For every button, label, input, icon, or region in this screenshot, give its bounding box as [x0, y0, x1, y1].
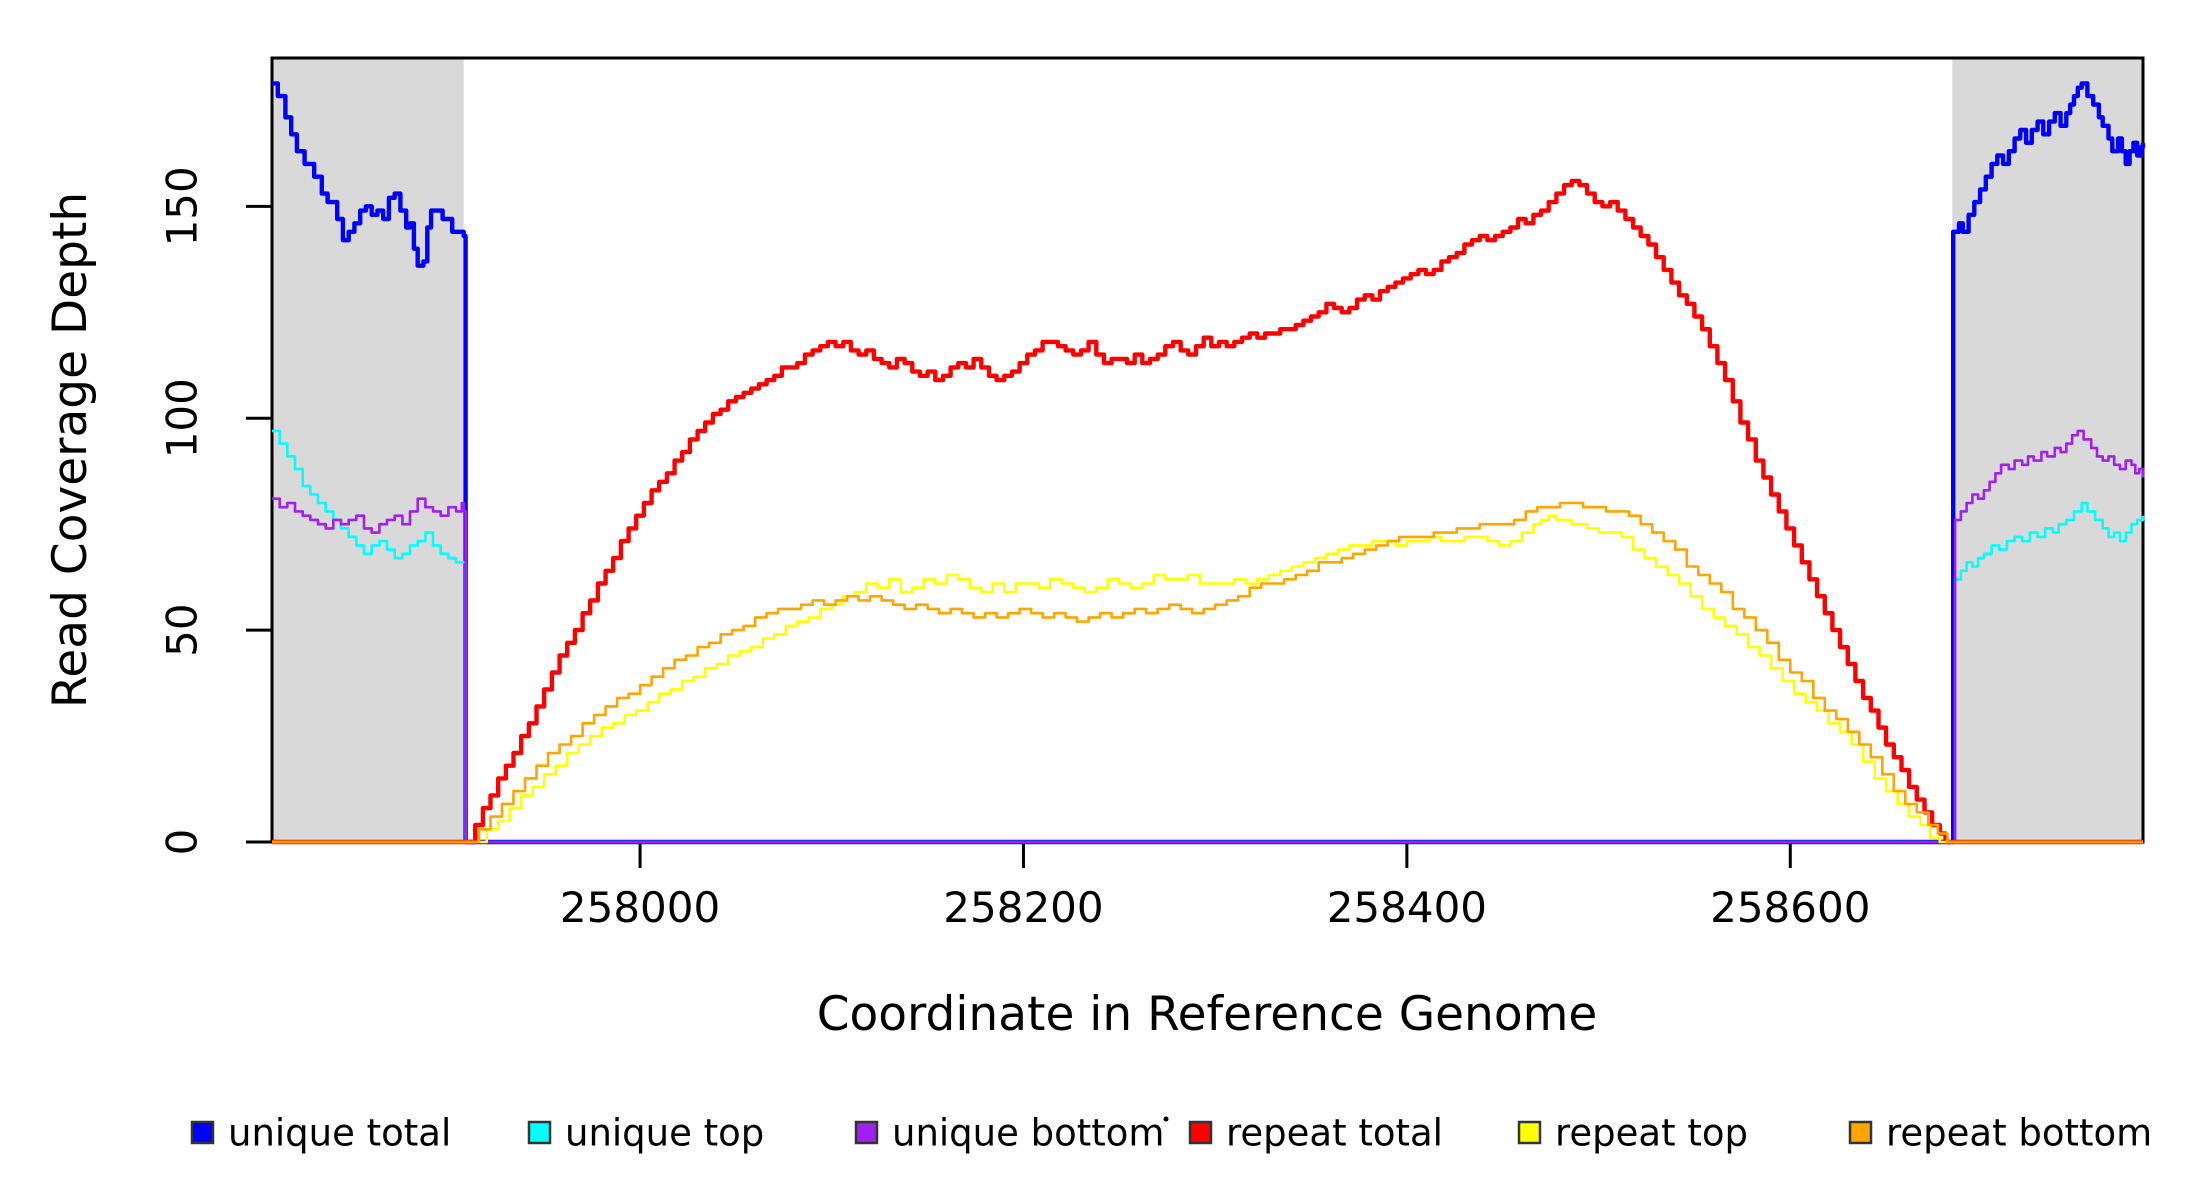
legend-label-unique-top: unique top: [565, 1112, 764, 1155]
series-unique-top: [272, 429, 2145, 844]
x-axis-title: Coordinate in Reference Genome: [817, 987, 1598, 1042]
legend-label-unique-bottom: unique bottom: [892, 1112, 1164, 1155]
legend-item-unique-total: unique total: [190, 1112, 451, 1155]
legend-swatch-unique-top: [527, 1120, 552, 1145]
legend-item-repeat-bottom: repeat bottom: [1848, 1112, 2152, 1155]
legend-label-repeat-bottom: repeat bottom: [1886, 1112, 2152, 1155]
stray-dot: [1163, 1116, 1169, 1122]
y-tick-label: 50: [158, 603, 207, 656]
series-unique-total: [272, 81, 2146, 845]
series-repeat-top: [272, 514, 2143, 844]
legend-item-unique-top: unique top: [527, 1112, 764, 1155]
shaded-region-left-flank: [272, 58, 464, 842]
legend-item-repeat-total: repeat total: [1188, 1112, 1443, 1155]
y-tick-label: 0: [158, 829, 207, 856]
series-repeat-bottom: [272, 501, 2143, 844]
legend-swatch-repeat-bottom: [1848, 1120, 1873, 1145]
legend-label-unique-total: unique total: [228, 1112, 451, 1155]
data-series: [272, 81, 2146, 845]
series-unique-bottom: [272, 429, 2145, 844]
x-tick-label: 258200: [943, 883, 1103, 932]
y-axis-title: Read Coverage Depth: [43, 192, 98, 708]
legend-swatch-repeat-top: [1517, 1120, 1542, 1145]
legend-label-repeat-top: repeat top: [1555, 1112, 1748, 1155]
legend: unique total unique top unique bottom repea…: [190, 1112, 2152, 1155]
series-repeat-total: [272, 178, 2143, 845]
legend-swatch-unique-bottom: [854, 1120, 879, 1145]
legend-label-repeat-total: repeat total: [1226, 1112, 1443, 1155]
legend-item-unique-bottom: unique bottom: [854, 1112, 1164, 1155]
shaded-region-right-flank: [1952, 58, 2143, 842]
legend-swatch-repeat-total: [1188, 1120, 1213, 1145]
legend-item-repeat-top: repeat top: [1517, 1112, 1748, 1155]
y-tick-label: 150: [158, 166, 207, 246]
x-tick-label: 258600: [1710, 883, 1870, 932]
y-tick-label: 100: [158, 378, 207, 458]
x-axis-ticks: 258000 258200 258400 258600: [560, 842, 1870, 932]
legend-swatch-unique-total: [190, 1120, 215, 1145]
x-tick-label: 258400: [1327, 883, 1487, 932]
x-tick-label: 258000: [560, 883, 720, 932]
y-axis-ticks: 0 50 100 150: [158, 166, 272, 856]
